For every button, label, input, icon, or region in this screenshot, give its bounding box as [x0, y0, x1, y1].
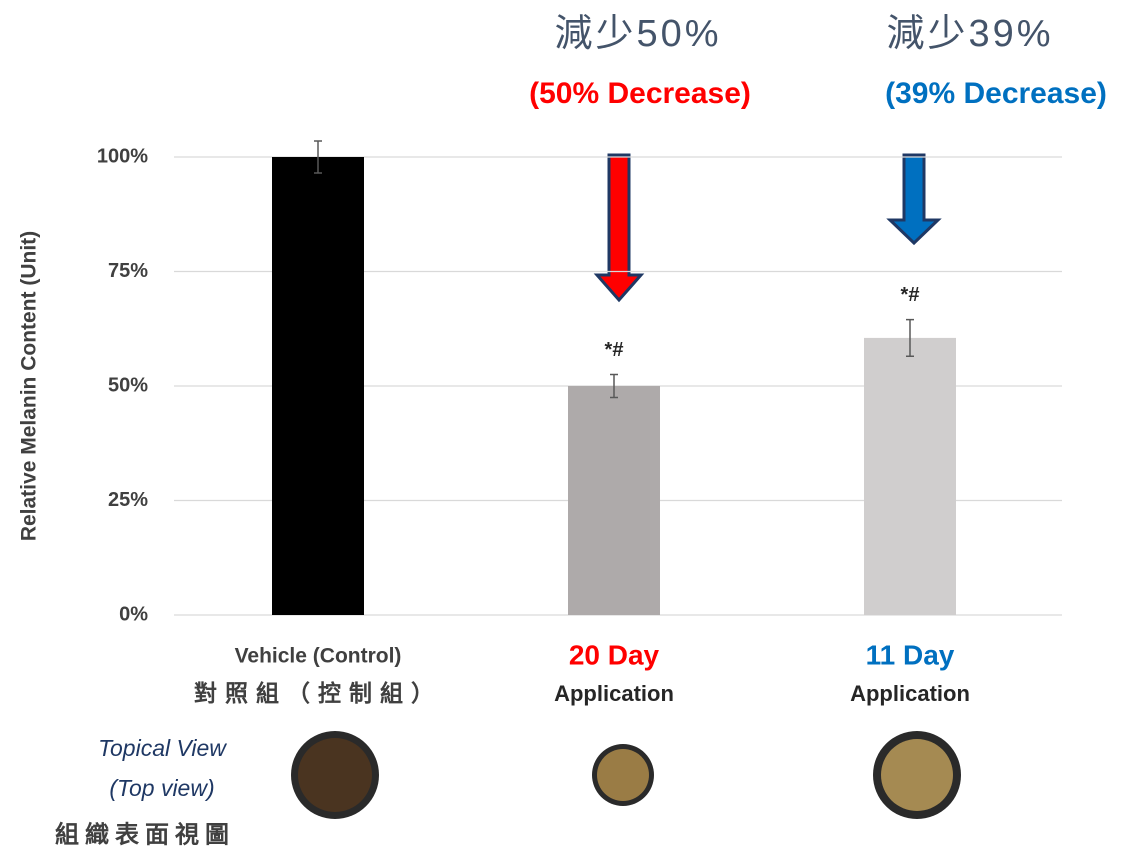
- y-tick-label: 50%: [108, 374, 148, 396]
- bar: [568, 386, 660, 615]
- error-bar: [314, 140, 322, 174]
- x-tick-label: 20 Day: [569, 639, 660, 670]
- tissue-image: [298, 738, 372, 812]
- arrow: [886, 153, 942, 246]
- significance-label: *#: [901, 284, 920, 306]
- arrow: [593, 153, 645, 303]
- annotation: 減少50%: [554, 13, 721, 55]
- y-tick-label: 25%: [108, 489, 148, 511]
- significance-label: *#: [605, 339, 624, 361]
- y-tick-label: 75%: [108, 260, 148, 282]
- view-label: (Top view): [109, 775, 214, 801]
- tissue-image: [597, 749, 649, 801]
- y-tick-label: 0%: [119, 603, 148, 625]
- annotation-sub: (50% Decrease): [529, 77, 751, 110]
- x-tick-sublabel: Application: [850, 681, 970, 706]
- tissue-image: [881, 739, 953, 811]
- y-tick-label: 100%: [97, 145, 148, 167]
- bar: [864, 337, 956, 615]
- x-tick-sublabel: Application: [554, 681, 674, 706]
- y-axis-label: Relative Melanin Content (Unit): [18, 231, 41, 541]
- tissue-images: [291, 731, 961, 819]
- error-bar: [906, 318, 914, 357]
- x-tick-sublabel: 對照組（控制組）: [194, 680, 442, 706]
- view-label-zh: 組織表面視圖: [55, 820, 235, 848]
- annotation: 減少39%: [886, 13, 1053, 55]
- bar: [272, 157, 364, 615]
- annotation-sub: (39% Decrease): [885, 77, 1107, 110]
- view-label: Topical View: [98, 735, 227, 761]
- error-bar: [610, 373, 618, 399]
- x-tick-label: Vehicle (Control): [235, 645, 402, 668]
- x-tick-label: 11 Day: [866, 639, 955, 670]
